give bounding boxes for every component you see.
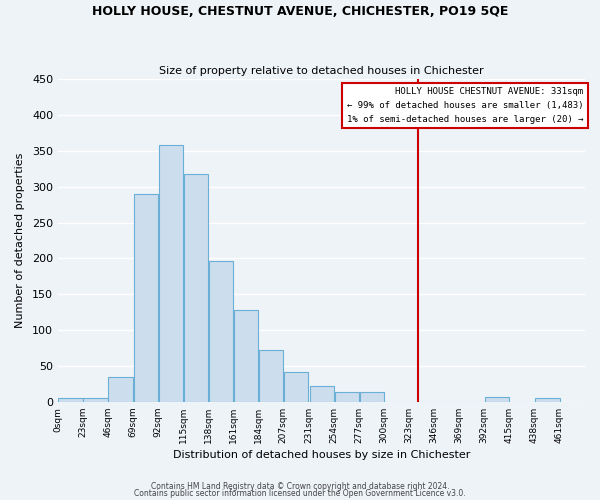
- Bar: [335, 392, 359, 402]
- Bar: [284, 372, 308, 402]
- Bar: [109, 376, 133, 402]
- Text: HOLLY HOUSE, CHESTNUT AVENUE, CHICHESTER, PO19 5QE: HOLLY HOUSE, CHESTNUT AVENUE, CHICHESTER…: [92, 5, 508, 18]
- Bar: [360, 392, 384, 402]
- Bar: [233, 310, 258, 402]
- Bar: [209, 260, 233, 402]
- Bar: [184, 174, 208, 402]
- Text: HOLLY HOUSE CHESTNUT AVENUE: 331sqm
← 99% of detached houses are smaller (1,483): HOLLY HOUSE CHESTNUT AVENUE: 331sqm ← 99…: [347, 87, 583, 124]
- Bar: [83, 398, 107, 402]
- Text: Contains HM Land Registry data © Crown copyright and database right 2024.: Contains HM Land Registry data © Crown c…: [151, 482, 449, 491]
- Bar: [134, 194, 158, 402]
- Title: Size of property relative to detached houses in Chichester: Size of property relative to detached ho…: [159, 66, 484, 76]
- Bar: [535, 398, 560, 402]
- Bar: [58, 398, 83, 402]
- X-axis label: Distribution of detached houses by size in Chichester: Distribution of detached houses by size …: [173, 450, 470, 460]
- Bar: [158, 145, 183, 402]
- Bar: [310, 386, 334, 402]
- Bar: [259, 350, 283, 402]
- Text: Contains public sector information licensed under the Open Government Licence v3: Contains public sector information licen…: [134, 490, 466, 498]
- Y-axis label: Number of detached properties: Number of detached properties: [15, 153, 25, 328]
- Bar: [485, 397, 509, 402]
